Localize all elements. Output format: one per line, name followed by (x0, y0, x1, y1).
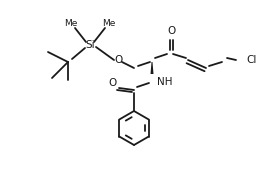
Text: Cl: Cl (246, 55, 256, 65)
Text: Me: Me (64, 18, 78, 28)
Text: NH: NH (157, 77, 172, 87)
Text: Me: Me (102, 18, 116, 28)
Text: Si: Si (85, 40, 95, 50)
Text: O: O (114, 55, 122, 65)
Polygon shape (151, 62, 153, 74)
Text: O: O (167, 26, 175, 36)
Text: O: O (108, 78, 116, 88)
